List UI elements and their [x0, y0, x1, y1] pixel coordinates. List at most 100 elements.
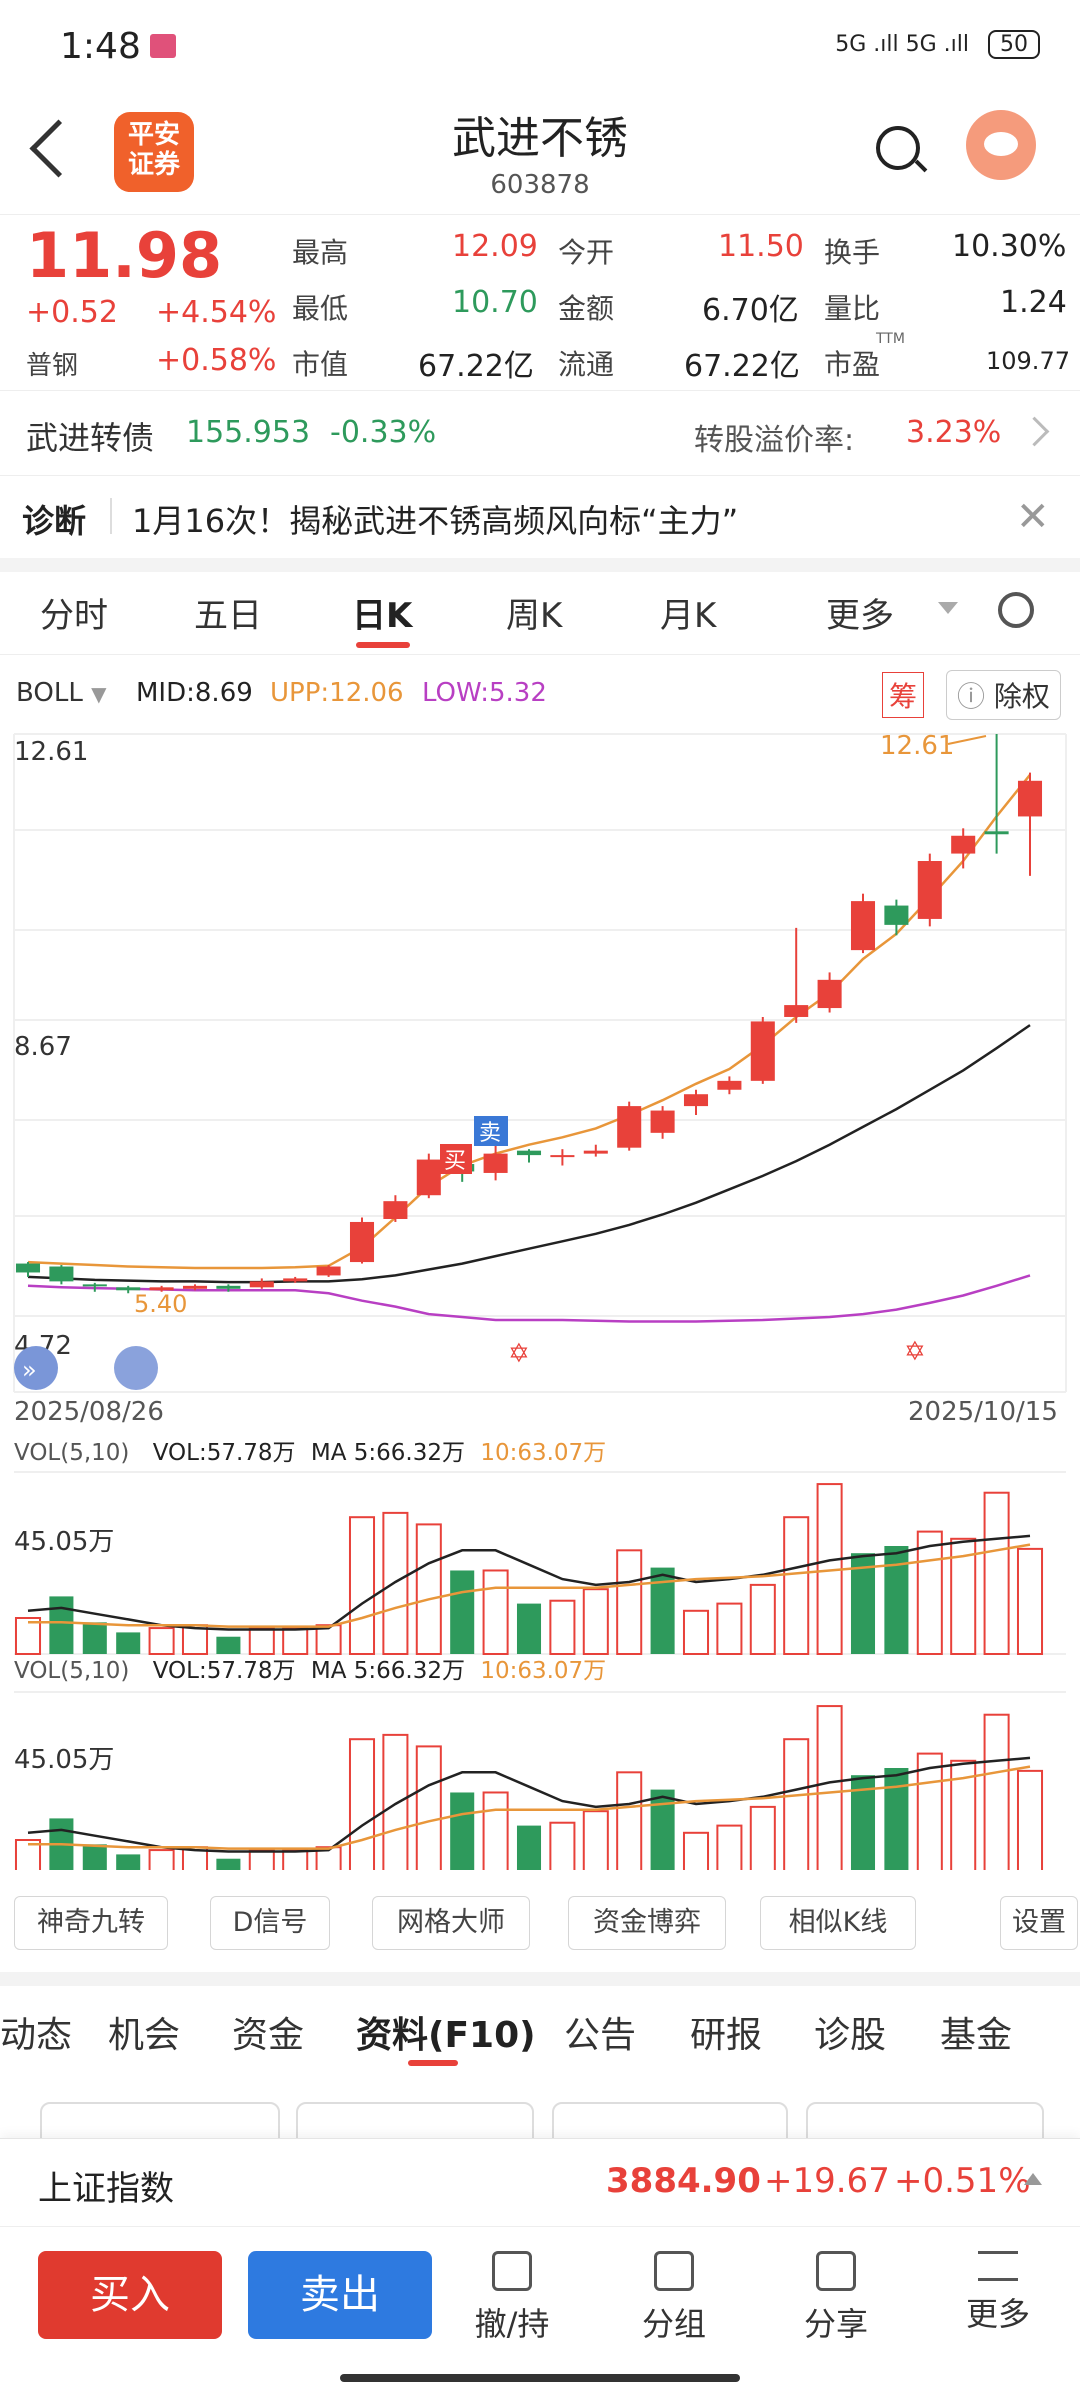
vol-name-2: VOL(5,10)	[14, 1658, 129, 1684]
cancel-hold-button[interactable]: 撤/持	[452, 2251, 572, 2345]
volume-bar	[482, 1791, 509, 1870]
stock-name: 武进不锈	[452, 113, 628, 164]
group-button[interactable]: 分组	[614, 2251, 734, 2345]
boll-upper-line	[27, 774, 1031, 1270]
sell-marker[interactable]	[474, 1116, 508, 1146]
volume-bar	[450, 1792, 475, 1870]
sector-name[interactable]: 普钢	[26, 351, 79, 381]
candle-body	[416, 1159, 441, 1196]
tab-intraday[interactable]: 分时	[40, 596, 108, 636]
volume-ma10-line	[28, 1543, 1031, 1628]
battery-icon: 50	[988, 30, 1040, 59]
volratio-value: 1.24	[1000, 285, 1067, 320]
close-icon[interactable]: ✕	[1016, 494, 1050, 540]
buy-marker[interactable]	[440, 1144, 472, 1174]
volume-bar	[749, 1805, 776, 1870]
tab-funds[interactable]: 资金	[232, 2015, 305, 2056]
candle-body	[817, 979, 842, 1009]
tab-research[interactable]: 研报	[690, 2015, 763, 2056]
volume-bar	[482, 1569, 509, 1655]
boll-mid: MID:8.69	[136, 678, 253, 708]
indicator-selector[interactable]: BOLL ▼	[16, 678, 106, 708]
candle-body	[550, 1155, 575, 1158]
sub-button[interactable]	[296, 2102, 534, 2138]
volume-bar	[415, 1745, 442, 1870]
share-button[interactable]: 分享	[776, 2251, 896, 2345]
signal-indicator: 5G .ıll 5G .ıll 50	[835, 30, 1040, 59]
more-dropdown-icon[interactable]	[938, 602, 958, 614]
more-button[interactable]: 更多	[938, 2251, 1058, 2335]
volume-bar	[248, 1627, 275, 1656]
tab-daily-k[interactable]: 日K	[352, 596, 413, 636]
kline-chart[interactable]: 12.61 8.67 4.72 12.61 5.40 2025/08/26 20…	[0, 720, 1080, 1870]
tab-announcements[interactable]: 公告	[564, 2015, 637, 2056]
sub-button[interactable]	[806, 2102, 1044, 2138]
vol-value-2: VOL:57.78万	[153, 1658, 296, 1684]
search-icon[interactable]	[876, 126, 920, 170]
adjust-label: 除权	[993, 680, 1050, 713]
candle-body	[216, 1285, 241, 1289]
candle-body	[516, 1150, 542, 1156]
index-value: 3884.90	[606, 2161, 761, 2201]
tool-d-signal[interactable]: D信号	[210, 1896, 330, 1950]
grid-lines	[13, 733, 1067, 1693]
diagnosis-text: 1月16次！揭秘武进不锈高频风向标“主力”	[132, 502, 739, 540]
tab-fund[interactable]: 基金	[940, 2015, 1013, 2056]
stock-code: 603878	[490, 170, 590, 200]
bond-pct: -0.33%	[330, 415, 437, 450]
tab-f10[interactable]: 资料(F10)	[356, 2015, 536, 2056]
tab-opportunity[interactable]: 机会	[108, 2015, 181, 2056]
volume-bar	[916, 1530, 943, 1655]
tab-weekly-k[interactable]: 周K	[506, 596, 563, 636]
candle-body	[283, 1278, 308, 1282]
tab-dynamics[interactable]: 动态	[0, 2015, 73, 2056]
volume-bar	[216, 1858, 241, 1870]
adjust-button[interactable]: ⓘ 除权	[946, 670, 1061, 720]
date-end-label: 2025/10/15	[908, 1397, 1058, 1427]
sub-button[interactable]	[552, 2102, 788, 2138]
tab-more[interactable]: 更多	[826, 596, 894, 636]
logo-text-2: 证券	[127, 150, 180, 180]
expand-up-icon[interactable]	[1024, 2173, 1042, 2185]
candle-body	[683, 1094, 709, 1107]
tool-magic-nine[interactable]: 神奇九转	[14, 1896, 168, 1950]
settings-gear-icon[interactable]	[998, 592, 1034, 628]
tool-grid-master[interactable]: 网格大师	[372, 1896, 530, 1950]
assistant-avatar-icon[interactable]	[966, 110, 1036, 180]
low-label: 最低	[292, 292, 349, 325]
info-icon: ⓘ	[957, 680, 986, 713]
convertible-bond-row[interactable]: 武进转债 155.953 -0.33% 转股溢价率: 3.23%	[0, 390, 1080, 476]
chip-distribution-button[interactable]: 筹	[882, 672, 925, 718]
bottom-action-bar: 买入 卖出 撤/持 分组 分享 更多	[0, 2226, 1080, 2401]
market-index-bar[interactable]: 上证指数 3884.90 +19.67 +0.51%	[0, 2138, 1080, 2227]
max-price-marker: 12.61	[880, 731, 954, 761]
volume-bar	[816, 1705, 843, 1870]
tab-diagnose[interactable]: 诊股	[814, 2015, 887, 2056]
float-label: 流通	[558, 348, 615, 381]
bond-price: 155.953	[186, 415, 311, 450]
diagnosis-banner[interactable]: 诊断 1月16次！揭秘武进不锈高频风向标“主力” ✕	[0, 474, 1080, 558]
buy-button[interactable]: 买入	[38, 2251, 222, 2339]
tab-five-day[interactable]: 五日	[194, 596, 262, 636]
share-label: 分享	[803, 2305, 868, 2343]
volume-bar	[348, 1516, 376, 1656]
tool-fund-game[interactable]: 资金博弈	[568, 1896, 726, 1950]
kline-tabs: 分时 五日 日K 周K 月K 更多	[0, 572, 1080, 655]
expand-left-icon[interactable]	[14, 1346, 58, 1390]
volume-bar	[549, 1821, 576, 1870]
tool-similar-k[interactable]: 相似K线	[760, 1896, 916, 1950]
notification-icon	[150, 34, 176, 58]
candle-body	[383, 1201, 408, 1219]
fullscreen-icon[interactable]	[114, 1346, 158, 1390]
volume-bar	[148, 1627, 175, 1656]
volume-bar	[716, 1824, 743, 1870]
sell-button[interactable]: 卖出	[248, 2251, 432, 2339]
vol-scale-2: 45.05万	[14, 1745, 114, 1775]
sub-button[interactable]	[40, 2102, 280, 2138]
volume-bar	[1016, 1769, 1044, 1870]
broker-logo[interactable]: 平安 证券	[114, 112, 194, 192]
volume-bar	[650, 1789, 675, 1870]
volume-bar	[516, 1825, 542, 1870]
tool-settings[interactable]: 设置	[1000, 1896, 1078, 1950]
tab-monthly-k[interactable]: 月K	[660, 596, 717, 636]
